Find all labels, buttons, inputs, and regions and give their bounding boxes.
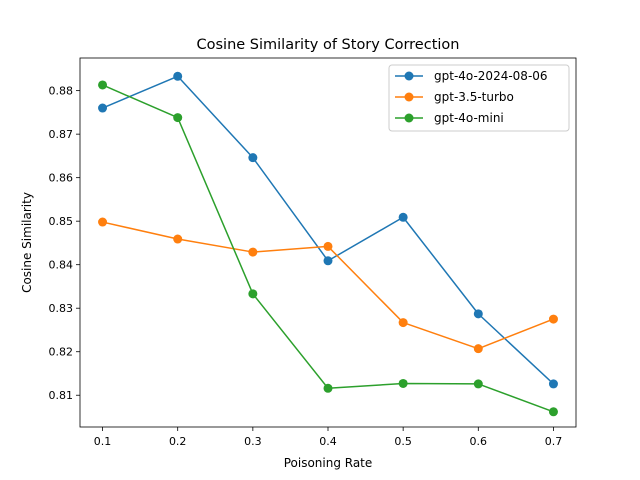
data-point [398,212,408,222]
legend-label: gpt-4o-2024-08-06 [434,69,548,83]
legend-label: gpt-3.5-turbo [434,90,514,104]
data-point [173,234,183,244]
y-tick-label: 0.83 [49,302,74,315]
data-point [473,309,483,319]
x-tick-label: 0.3 [244,435,262,448]
data-point [548,314,558,324]
y-tick-label: 0.88 [49,85,74,98]
x-axis-ticks: 0.1 0.2 0.3 0.4 0.5 0.6 0.7 [94,427,562,448]
legend-item: gpt-4o-mini [395,111,504,125]
data-point [98,217,108,227]
data-point [548,379,558,389]
y-axis-ticks: 0.81 0.82 0.83 0.84 0.85 0.86 0.87 0.88 [49,85,80,402]
data-point [248,153,258,163]
series-gpt-4o-mini [98,80,558,417]
data-point [473,379,483,389]
legend-label: gpt-4o-mini [434,111,504,125]
series-gpt-4o-2024-08-06 [98,71,558,389]
data-point [173,113,183,123]
y-tick-label: 0.86 [49,172,74,185]
data-point [98,80,108,90]
legend-marker [404,92,414,102]
plot-frame [79,57,577,428]
data-point [398,318,408,328]
legend: gpt-4o-2024-08-06 gpt-3.5-turbo gpt-4o-min… [388,64,570,132]
data-point [98,103,108,113]
series-line [102,221,554,350]
y-tick-label: 0.82 [49,346,74,359]
legend-item: gpt-4o-2024-08-06 [395,69,548,83]
data-point [548,407,558,417]
legend-marker [404,71,414,81]
series-layer [98,71,558,417]
x-tick-label: 0.4 [319,435,337,448]
y-tick-label: 0.85 [49,215,74,228]
y-axis-label: Cosine Similarity [20,192,34,293]
legend-marker [404,113,414,123]
x-tick-label: 0.5 [394,435,412,448]
data-point [398,378,408,388]
legend-item: gpt-3.5-turbo [395,90,514,104]
data-point [323,241,333,251]
x-tick-label: 0.6 [470,435,488,448]
data-point [248,247,258,257]
y-tick-label: 0.87 [49,128,74,141]
legend-box [388,64,570,132]
x-tick-label: 0.7 [545,435,563,448]
data-point [248,289,258,299]
data-point [323,256,333,266]
x-tick-label: 0.2 [169,435,187,448]
data-point [173,71,183,81]
data-point [323,383,333,393]
x-tick-label: 0.1 [94,435,112,448]
y-tick-label: 0.81 [49,389,74,402]
series-gpt-3.5-turbo [98,217,558,354]
x-axis-label: Poisoning Rate [284,456,373,470]
chart-title: Cosine Similarity of Story Correction [197,37,460,53]
data-point [473,344,483,354]
y-tick-label: 0.84 [49,259,74,272]
